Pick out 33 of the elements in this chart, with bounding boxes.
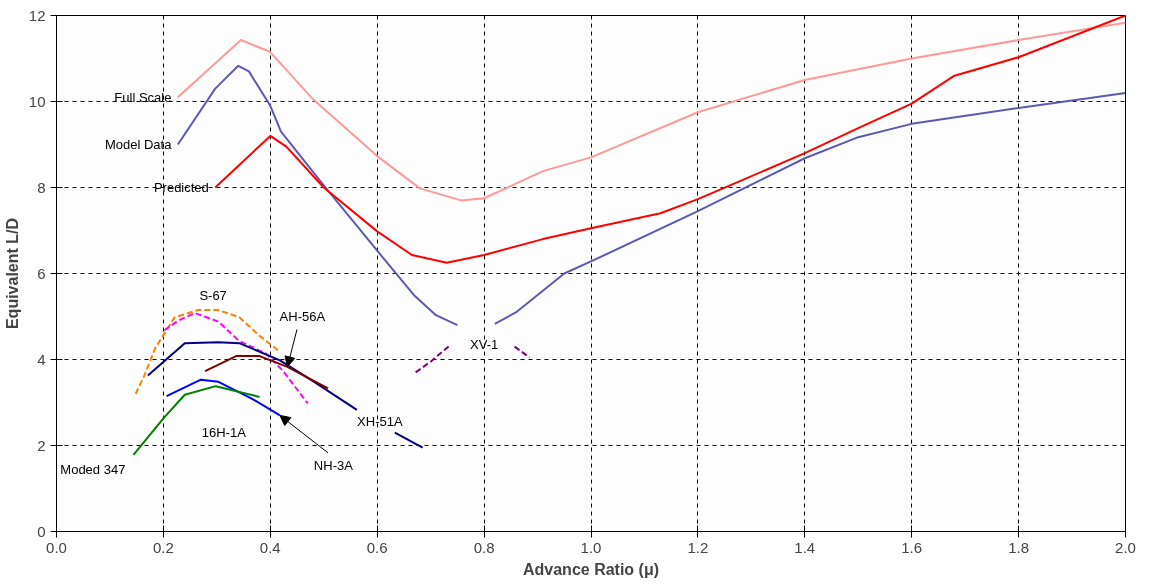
series-label: XH-51A	[357, 414, 403, 430]
x-tick-label: 0.0	[46, 538, 67, 556]
line-series	[134, 309, 281, 395]
y-tick-label: 10	[28, 92, 46, 110]
x-tick-label: 1.4	[794, 538, 816, 556]
x-axis-title: Advance Ratio (μ)	[522, 560, 660, 578]
x-tick-label: 1.2	[687, 538, 709, 556]
x-tick-label: 1.8	[1008, 538, 1030, 556]
series-label: S-67	[199, 287, 227, 303]
x-tick-label: 1.0	[580, 538, 602, 556]
y-tick-label: 6	[37, 264, 46, 282]
x-tick-label: 2.0	[1115, 538, 1136, 556]
annotation: 16H-1A	[201, 425, 247, 441]
y-tick-label: 0	[37, 522, 46, 540]
line-series	[214, 15, 1126, 264]
line-series	[204, 355, 330, 390]
x-tick-label: 0.4	[259, 538, 281, 556]
x-tick-label: 0.6	[366, 538, 388, 556]
series-label: Moded 347	[60, 461, 126, 477]
series-label: Full Scale	[114, 89, 172, 105]
text: NH-3A	[313, 458, 354, 474]
x-tick-label: 0.2	[152, 538, 174, 556]
line-series	[132, 385, 261, 456]
y-tick-label: 8	[37, 178, 46, 196]
series-label: Model Data	[104, 137, 173, 152]
text: AH-56A	[279, 309, 326, 324]
y-tick-label: 4	[37, 350, 46, 368]
y-tick-label: 2	[37, 436, 46, 454]
y-tick-label: 12	[28, 6, 46, 24]
x-tick-label: 0.8	[473, 538, 495, 556]
x-tick-label: 1.6	[901, 538, 923, 556]
y-axis-title: Equivalent L/D	[3, 217, 21, 330]
series-label: XV-1	[470, 336, 499, 352]
